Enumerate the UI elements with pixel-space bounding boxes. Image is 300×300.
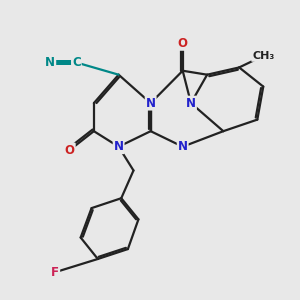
Text: N: N — [114, 140, 124, 153]
Text: N: N — [186, 97, 196, 110]
Text: N: N — [146, 97, 156, 110]
Text: F: F — [51, 266, 59, 279]
Text: C: C — [72, 56, 81, 69]
Text: N: N — [45, 56, 55, 69]
Text: CH₃: CH₃ — [252, 51, 274, 61]
Text: O: O — [178, 37, 188, 50]
Text: O: O — [65, 143, 75, 157]
Text: N: N — [178, 140, 188, 153]
